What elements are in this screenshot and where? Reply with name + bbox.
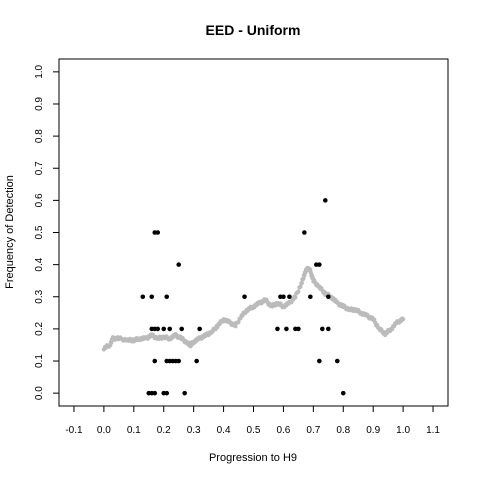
smooth-curve-point	[236, 320, 241, 325]
y-tick-label: 0.8	[34, 129, 45, 143]
data-point	[176, 358, 181, 364]
y-tick-label: 0.5	[34, 225, 45, 239]
data-point	[287, 294, 292, 300]
x-tick-label: 0.9	[366, 425, 380, 436]
x-tick-label: 0.4	[217, 425, 231, 436]
data-point	[326, 294, 331, 300]
y-axis: 0.0 0.1 0.2 0.3 0.4 0.5 0.6 0.7 0.8 0.9 1.0	[34, 64, 59, 400]
data-point	[323, 198, 328, 203]
data-point	[155, 326, 161, 332]
y-tick-label: 0.1	[34, 354, 45, 368]
data-point	[176, 262, 181, 267]
x-tick-label: 0.5	[247, 425, 261, 436]
smooth-curve-point	[298, 284, 303, 289]
y-tick-label: 0.0	[34, 386, 45, 400]
x-tick-label: 0.0	[97, 425, 111, 436]
data-point	[326, 326, 331, 332]
data-point	[302, 230, 307, 235]
x-tick-label: -0.1	[65, 425, 83, 436]
y-axis-label: Frequency of Detection	[4, 175, 16, 289]
x-tick-label: 0.3	[187, 425, 201, 436]
data-point	[317, 262, 322, 267]
smooth-curve-point	[401, 317, 406, 322]
data-point	[317, 358, 322, 364]
y-tick-label: 0.6	[34, 193, 45, 207]
x-tick-label: 0.7	[306, 425, 320, 436]
smooth-curve-layer	[101, 265, 406, 352]
x-tick-label: 0.1	[127, 425, 141, 436]
smooth-curve-point	[299, 280, 304, 286]
data-point	[152, 390, 158, 396]
y-tick-label: 0.4	[34, 257, 45, 271]
smooth-curve-point	[296, 289, 301, 294]
data-point	[179, 326, 184, 332]
x-tick-label: 0.6	[276, 425, 290, 436]
data-point	[284, 326, 289, 332]
data-point	[308, 294, 313, 300]
data-point-layer	[140, 198, 346, 396]
data-point	[164, 294, 170, 300]
data-point	[275, 326, 280, 332]
data-point	[197, 326, 202, 332]
chart-title: EED - Uniform	[206, 22, 301, 38]
smooth-curve-point	[233, 324, 238, 329]
data-point	[194, 358, 199, 364]
data-point	[167, 326, 173, 332]
data-point	[164, 390, 170, 396]
y-tick-label: 1.0	[34, 64, 45, 78]
x-tick-label: 0.2	[157, 425, 171, 436]
data-point	[152, 358, 158, 364]
smooth-curve-point	[293, 295, 298, 300]
y-tick-label: 0.9	[34, 97, 45, 111]
x-tick-label: 1.0	[396, 425, 410, 436]
x-tick-label: 0.8	[336, 425, 350, 436]
data-point	[182, 390, 187, 396]
data-point	[340, 390, 346, 396]
y-tick-label: 0.2	[34, 322, 45, 336]
data-point	[334, 358, 340, 364]
smooth-curve-point	[301, 276, 306, 281]
y-tick-label: 0.3	[34, 289, 45, 303]
y-tick-label: 0.7	[34, 161, 45, 175]
x-tick-label: 1.1	[426, 425, 440, 436]
data-point	[242, 294, 247, 300]
data-point	[281, 294, 286, 300]
data-point	[155, 230, 161, 235]
x-axis-label: Progression to H9	[209, 452, 297, 464]
x-axis: -0.1 0.0 0.1 0.2 0.3 0.4 0.5 0.6 0.7 0.8 0.9 1.0 1.1	[65, 406, 440, 436]
data-point	[140, 294, 146, 300]
data-point	[320, 326, 325, 332]
plot-frame	[58, 58, 449, 407]
data-point	[161, 326, 167, 332]
data-point	[149, 294, 155, 300]
data-point	[296, 326, 301, 332]
